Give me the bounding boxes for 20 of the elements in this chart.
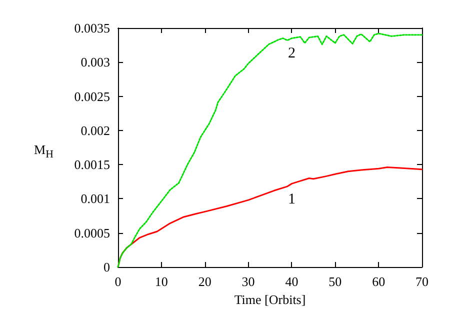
- x-axis-title: Time [Orbits]: [234, 292, 306, 307]
- x-tick-label: 10: [154, 274, 168, 289]
- y-tick-label: 0.001: [80, 191, 110, 206]
- x-tick-label: 0: [114, 274, 122, 289]
- x-tick-label: 60: [372, 274, 386, 289]
- y-axis-title: M$_{H}$: [34, 142, 54, 161]
- y-tick-label: 0.0005: [74, 225, 110, 240]
- x-tick-label: 40: [285, 274, 298, 289]
- series-label: 2: [288, 46, 296, 62]
- x-tick-label: 20: [198, 274, 212, 289]
- y-tick-label: 0: [104, 260, 110, 274]
- series-label: 1: [288, 191, 296, 208]
- y-tick-label: 0.003: [80, 54, 110, 70]
- y-tick-label: 0.0035: [74, 20, 110, 36]
- x-tick-label: 70: [416, 274, 428, 289]
- y-tick-label: 0.002: [80, 122, 110, 138]
- y-tick-label: 0.0015: [74, 157, 110, 172]
- x-tick-label: 50: [328, 274, 342, 289]
- y-tick-label: 0.0025: [74, 88, 110, 104]
- x-tick-label: 30: [242, 274, 255, 289]
